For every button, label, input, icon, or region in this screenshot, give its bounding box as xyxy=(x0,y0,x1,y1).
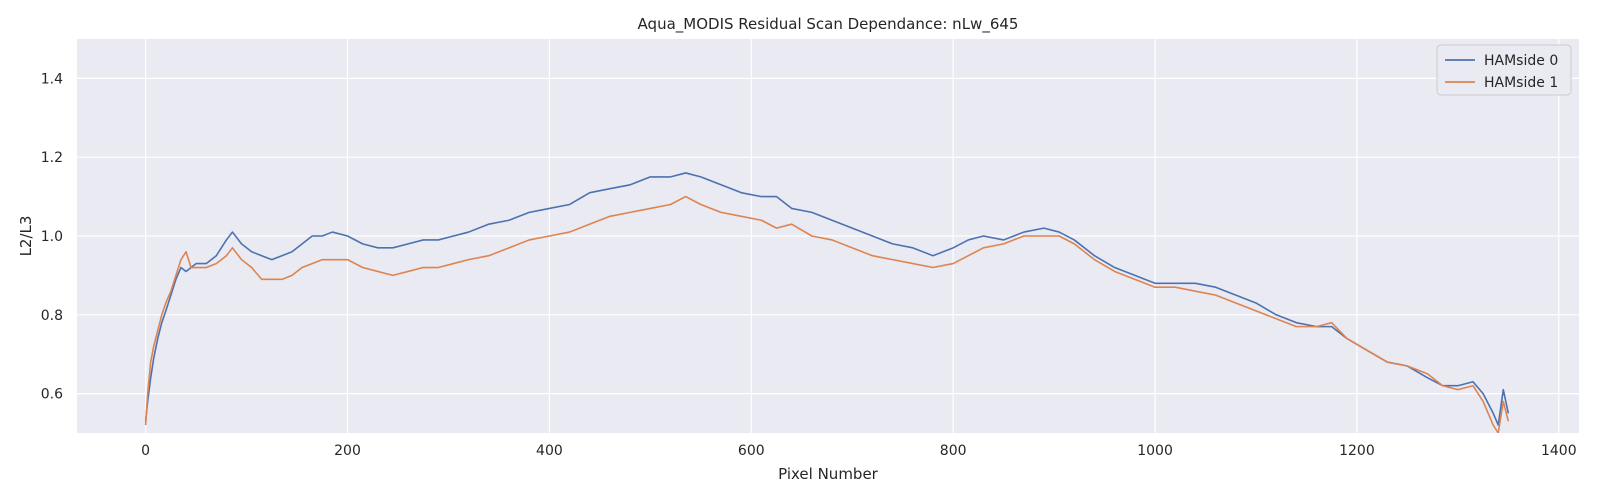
y-tick-label: 1.0 xyxy=(41,229,63,245)
legend: HAMside 0 HAMside 1 xyxy=(1436,44,1572,96)
series-line-hamside-1 xyxy=(144,195,1510,433)
x-tick-label: 1000 xyxy=(1137,443,1173,459)
x-axis-label: Pixel Number xyxy=(778,465,879,483)
x-tick-label: 0 xyxy=(141,443,150,459)
legend-label: HAMside 0 xyxy=(1484,53,1558,69)
y-tick-label: 0.6 xyxy=(41,387,63,403)
x-tick-label: 800 xyxy=(940,443,967,459)
series-layer xyxy=(144,172,1510,433)
y-tick-labels: 0.6 0.8 1.0 1.2 1.4 xyxy=(41,71,63,402)
series-line-hamside-0 xyxy=(144,172,1510,426)
y-gridlines xyxy=(77,77,1579,395)
x-tick-label: 600 xyxy=(738,443,765,459)
x-tick-label: 1200 xyxy=(1339,443,1375,459)
legend-label: HAMside 1 xyxy=(1484,75,1558,91)
x-tick-label: 1400 xyxy=(1541,443,1577,459)
chart-title: Aqua_MODIS Residual Scan Dependance: nLw… xyxy=(638,15,1019,34)
x-tick-label: 200 xyxy=(334,443,361,459)
y-tick-label: 1.2 xyxy=(41,150,63,166)
x-tick-labels: 0 200 400 600 800 1000 1200 1400 xyxy=(141,443,1576,459)
x-tick-label: 400 xyxy=(536,443,563,459)
y-axis-label: L2/L3 xyxy=(17,216,35,257)
y-tick-label: 0.8 xyxy=(41,308,63,324)
y-tick-label: 1.4 xyxy=(41,71,63,87)
